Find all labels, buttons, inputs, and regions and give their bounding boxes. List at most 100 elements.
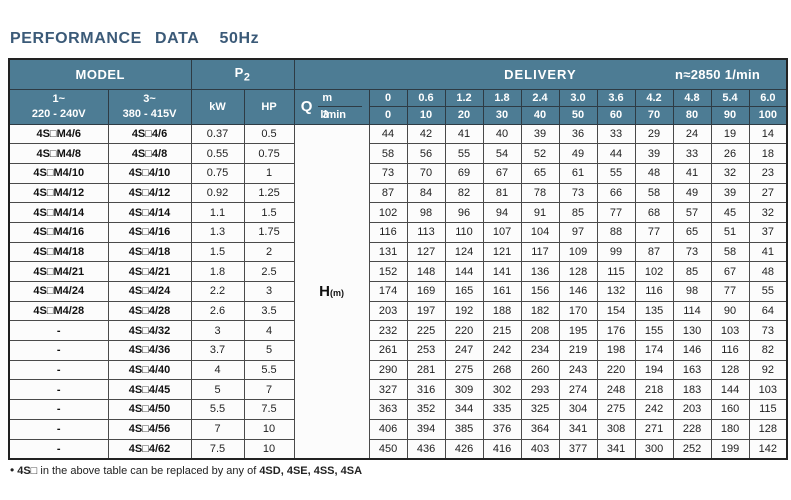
head-value-cell: 19 [710, 123, 750, 145]
head-value-cell: 33 [672, 143, 712, 164]
head-value-cell: 32 [748, 202, 788, 223]
head-value-cell: 70 [406, 162, 446, 184]
model-3ph-cell: 4S□4/36 [107, 340, 192, 361]
kw-cell: 2.6 [190, 300, 245, 322]
head-value-cell: 364 [520, 418, 560, 440]
head-value-cell: 195 [558, 320, 598, 342]
hp-cell: 3.5 [243, 300, 295, 322]
head-value-cell: 98 [672, 281, 712, 302]
head-value-cell: 103 [748, 379, 788, 401]
head-unit: (m) [329, 287, 344, 298]
p2-header: P2 [190, 58, 295, 90]
head-value-cell: 228 [672, 418, 712, 440]
head-value-cell: 85 [558, 202, 598, 223]
kw-cell: 5 [190, 379, 245, 401]
kw-cell: 3 [190, 320, 245, 342]
head-value-cell: 117 [520, 241, 560, 263]
head-value-cell: 54 [482, 143, 522, 164]
head-value-cell: 146 [558, 281, 598, 302]
head-value-cell: 182 [520, 300, 560, 322]
head-value-cell: 128 [558, 261, 598, 282]
head-value-cell: 39 [634, 143, 674, 164]
head-value-cell: 170 [558, 300, 598, 322]
head-value-cell: 352 [406, 399, 446, 420]
head-value-cell: 23 [748, 162, 788, 184]
model-1ph-cell: 4S□M4/21 [8, 261, 109, 282]
head-value-cell: 203 [368, 300, 408, 322]
head-value-cell: 341 [596, 438, 636, 460]
head-value-cell: 81 [482, 182, 522, 204]
head-value-cell: 450 [368, 438, 408, 460]
flow-m3h-value: 0.6 [406, 88, 446, 107]
head-value-cell: 27 [748, 182, 788, 204]
head-value-cell: 33 [596, 123, 636, 145]
flow-m3h-value: 1.8 [482, 88, 522, 107]
model-1ph-cell: 4S□M4/28 [8, 300, 109, 322]
model-1ph-cell: 4S□M4/18 [8, 241, 109, 263]
footnote-bullet: • [10, 463, 15, 477]
flow-m3h-value: 2.4 [520, 88, 560, 107]
unit-m3h: m3/h [318, 90, 363, 121]
head-value-cell: 52 [520, 143, 560, 164]
hp-cell: 3 [243, 281, 295, 302]
footnote-model-code: 4S□ [17, 465, 38, 477]
head-value-cell: 14 [748, 123, 788, 145]
head-value-cell: 41 [672, 162, 712, 184]
head-value-cell: 57 [672, 202, 712, 223]
model-1ph-cell: 4S□M4/16 [8, 221, 109, 243]
hp-cell: 1.25 [243, 182, 295, 204]
flow-m3h-value: 4.8 [672, 88, 712, 107]
head-value-cell: 29 [634, 123, 674, 145]
head-value-cell: 85 [672, 261, 712, 282]
head-value-cell: 281 [406, 359, 446, 381]
head-value-cell: 232 [368, 320, 408, 342]
head-value-cell: 102 [634, 261, 674, 282]
flow-m3h-value: 3.6 [596, 88, 636, 107]
model-1ph-cell: 4S□M4/14 [8, 202, 109, 223]
head-value-cell: 242 [634, 399, 674, 420]
kw-cell: 7.5 [190, 438, 245, 460]
head-value-cell: 132 [596, 281, 636, 302]
table-row: -4S□4/40 4 5.5 290 281 275 268 260 243 220 194 163 1… [8, 359, 788, 381]
head-value-cell: 203 [672, 399, 712, 420]
model-1ph-cell: - [8, 340, 109, 361]
head-value-cell: 268 [482, 359, 522, 381]
head-value-cell: 215 [482, 320, 522, 342]
flow-header: Q m3/h l/min [293, 88, 370, 125]
head-value-cell: 341 [558, 418, 598, 440]
head-value-cell: 48 [634, 162, 674, 184]
head-value-cell: 183 [672, 379, 712, 401]
head-value-cell: 376 [482, 418, 522, 440]
table-row: 4S□M4/16 4S□4/16 1.3 1.75 116 113 110 107 104 97 8… [8, 221, 788, 243]
head-value-cell: 136 [520, 261, 560, 282]
model-3ph-cell: 4S□4/62 [107, 438, 192, 460]
table-row: 4S□M4/8 4S□4/8 0.55 0.75 58 56 55 54 52 49 44 39 33 2… [8, 143, 788, 164]
head-value-cell: 154 [596, 300, 636, 322]
head-value-cell: 243 [558, 359, 598, 381]
head-value-cell: 192 [444, 300, 484, 322]
head-value-cell: 39 [520, 123, 560, 145]
kw-cell: 0.92 [190, 182, 245, 204]
model-1ph-cell: - [8, 399, 109, 420]
delivery-label: DELIVERY [504, 66, 577, 82]
table-row: -4S□4/36 3.7 5 261 253 247 242 234 219 198 174 146 1… [8, 340, 788, 361]
q-label: Q [300, 98, 313, 115]
model-3ph-cell: 4S□4/24 [107, 281, 192, 302]
head-value-cell: 304 [558, 399, 598, 420]
head-value-cell: 41 [444, 123, 484, 145]
head-value-cell: 121 [482, 241, 522, 263]
head-value-cell: 271 [634, 418, 674, 440]
head-value-cell: 116 [634, 281, 674, 302]
kw-cell: 0.75 [190, 162, 245, 184]
head-value-cell: 67 [710, 261, 750, 282]
flow-m3h-value: 6.0 [748, 88, 788, 107]
unit-lmin: l/min [320, 108, 347, 121]
hp-header: HP [243, 88, 295, 125]
model-header: MODEL [8, 58, 192, 90]
model-1ph-cell: - [8, 438, 109, 460]
kw-cell: 1.3 [190, 221, 245, 243]
head-value-cell: 41 [748, 241, 788, 263]
table-row: 4S□M4/24 4S□4/24 2.2 3 174 169 165 161 156 146 132… [8, 281, 788, 302]
head-value-cell: 300 [634, 438, 674, 460]
